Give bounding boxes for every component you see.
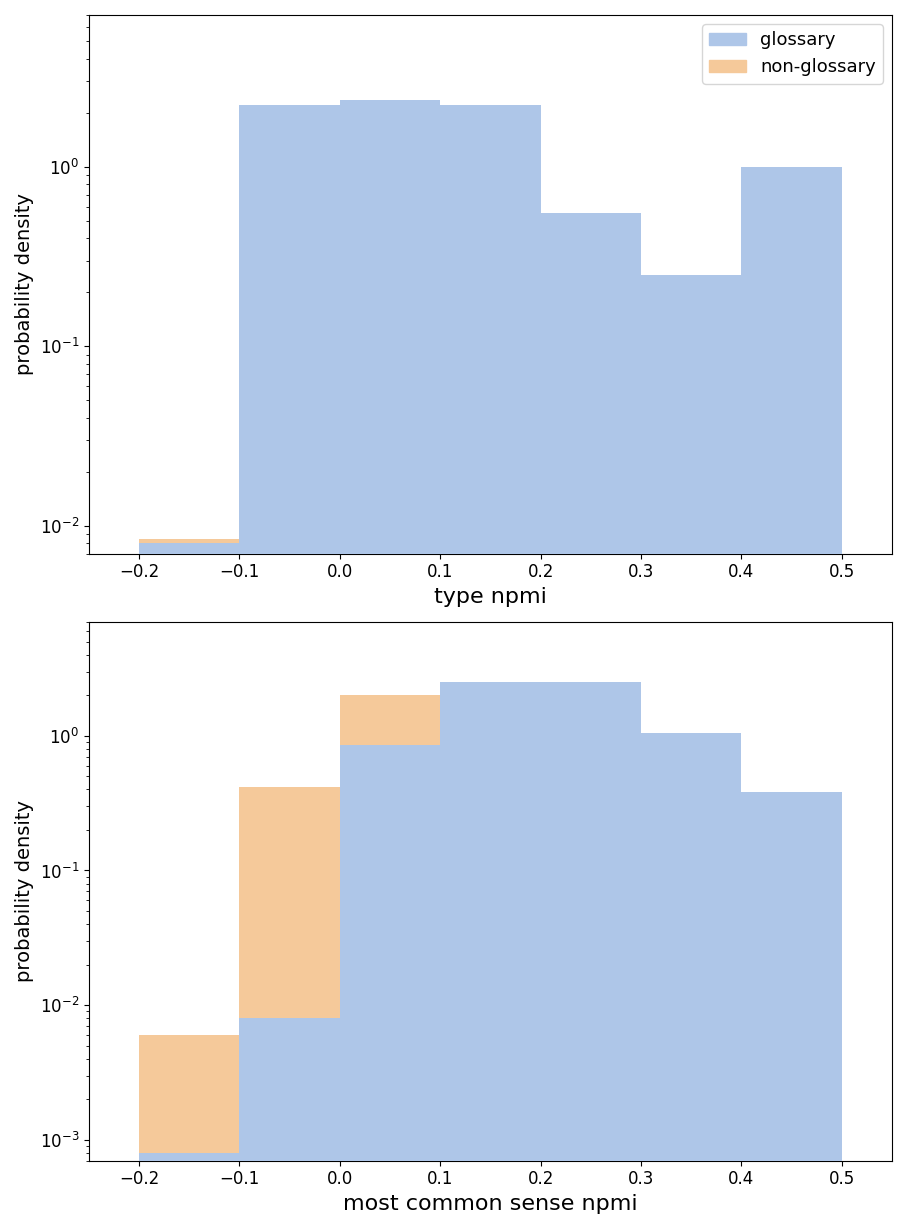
Polygon shape [139, 538, 239, 554]
Polygon shape [641, 732, 741, 1160]
X-axis label: type npmi: type npmi [434, 587, 547, 607]
Polygon shape [741, 965, 842, 1160]
Polygon shape [541, 339, 641, 554]
Polygon shape [440, 712, 541, 1160]
Y-axis label: probability density: probability density [15, 800, 34, 982]
Polygon shape [440, 214, 541, 554]
X-axis label: most common sense npmi: most common sense npmi [343, 1195, 638, 1214]
Polygon shape [741, 167, 842, 554]
Polygon shape [139, 1153, 239, 1160]
Polygon shape [440, 106, 541, 554]
Polygon shape [641, 339, 741, 554]
Polygon shape [541, 777, 641, 1160]
Polygon shape [340, 100, 440, 554]
Polygon shape [340, 696, 440, 1160]
Y-axis label: probability density: probability density [15, 193, 34, 375]
Polygon shape [239, 1019, 340, 1160]
Polygon shape [139, 1035, 239, 1160]
Polygon shape [239, 235, 340, 554]
Polygon shape [541, 682, 641, 1160]
Polygon shape [340, 745, 440, 1160]
Polygon shape [239, 106, 340, 554]
Polygon shape [541, 214, 641, 554]
Polygon shape [440, 682, 541, 1160]
Polygon shape [641, 935, 741, 1160]
Polygon shape [741, 793, 842, 1160]
Polygon shape [641, 275, 741, 554]
Legend: glossary, non-glossary: glossary, non-glossary [702, 25, 883, 84]
Polygon shape [239, 787, 340, 1160]
Polygon shape [340, 130, 440, 554]
Polygon shape [139, 543, 239, 554]
Polygon shape [741, 538, 842, 554]
